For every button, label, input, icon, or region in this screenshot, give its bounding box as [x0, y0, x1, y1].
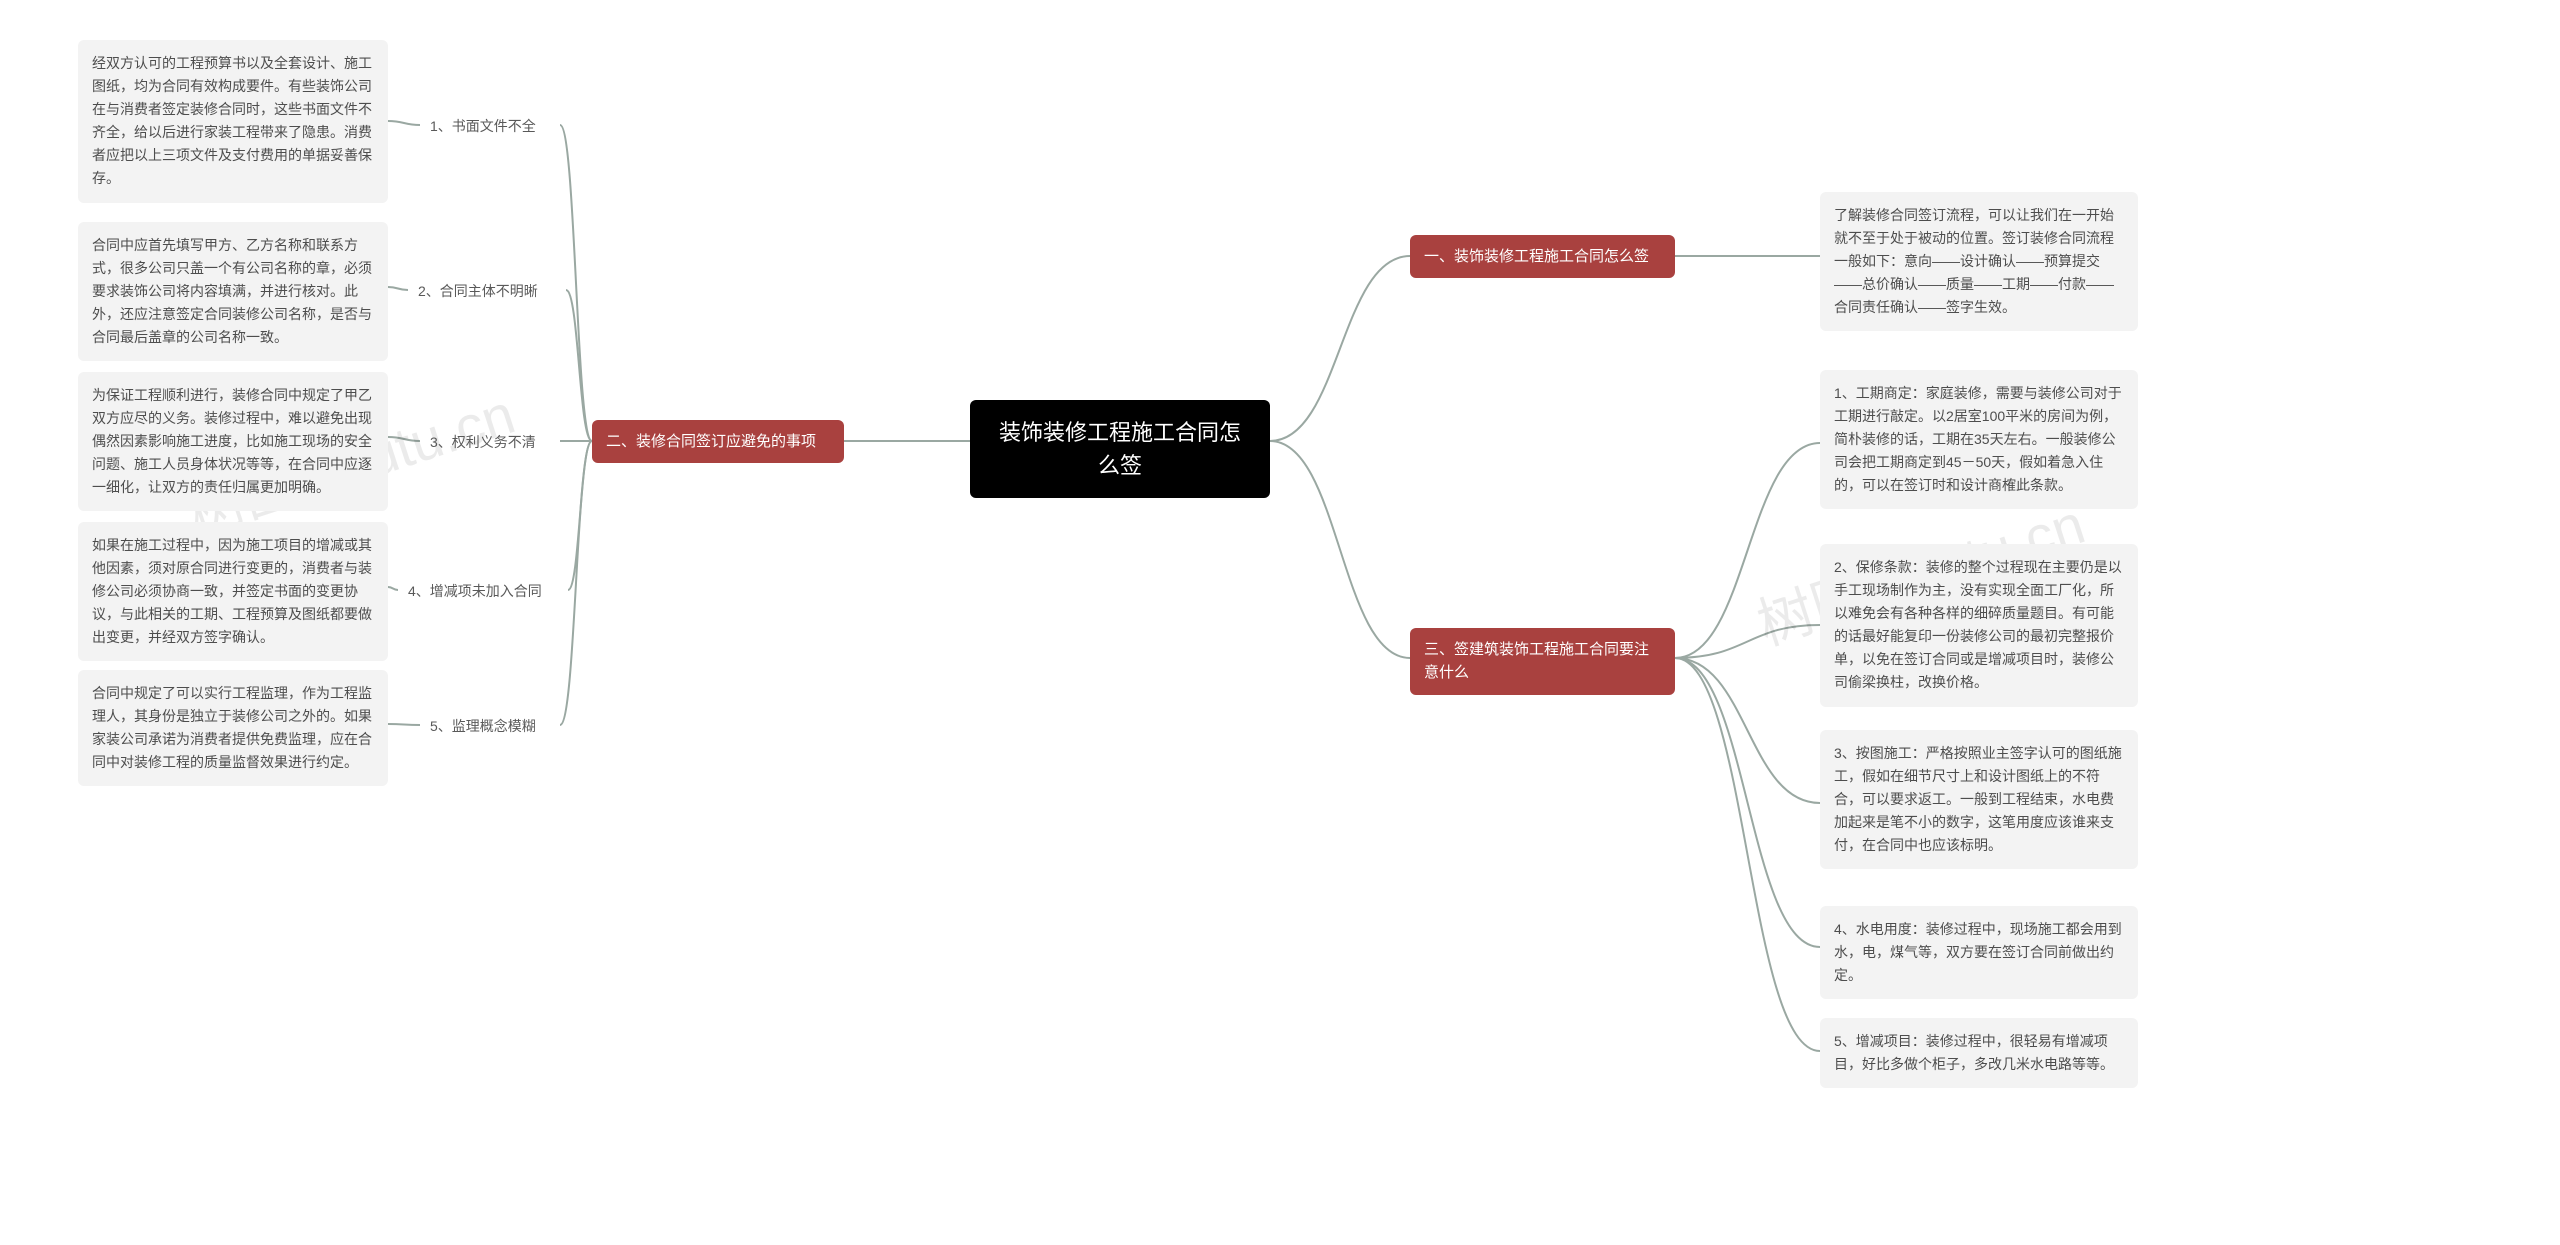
mid-left-0-4: 5、监理概念模糊: [420, 710, 560, 744]
leaf-left-0-1: 合同中应首先填写甲方、乙方名称和联系方式，很多公司只盖一个有公司名称的章，必须要…: [78, 222, 388, 361]
branch-left-0: 二、装修合同签订应避免的事项: [592, 420, 844, 463]
leaf-right-1-1: 2、保修条款：装修的整个过程现在主要仍是以手工现场制作为主，没有实现全面工厂化，…: [1820, 544, 2138, 707]
mid-left-0-0: 1、书面文件不全: [420, 110, 560, 144]
mindmap-canvas: 树图 shutu.cn树图 shutu.cn装饰装修工程施工合同怎么签一、装饰装…: [0, 0, 2560, 1245]
mid-left-0-1: 2、合同主体不明晰: [408, 275, 566, 309]
mid-left-0-2: 3、权利义务不清: [420, 426, 560, 460]
leaf-left-0-2: 为保证工程顺利进行，装修合同中规定了甲乙双方应尽的义务。装修过程中，难以避免出现…: [78, 372, 388, 511]
leaf-right-1-2: 3、按图施工：严格按照业主签字认可的图纸施工，假如在细节尺寸上和设计图纸上的不符…: [1820, 730, 2138, 869]
branch-right-1: 三、签建筑装饰工程施工合同要注意什么: [1410, 628, 1675, 695]
leaf-right-0-0: 了解装修合同签订流程，可以让我们在一开始就不至于处于被动的位置。签订装修合同流程…: [1820, 192, 2138, 331]
leaf-left-0-3: 如果在施工过程中，因为施工项目的增减或其他因素，须对原合同进行变更的，消费者与装…: [78, 522, 388, 661]
branch-right-0: 一、装饰装修工程施工合同怎么签: [1410, 235, 1675, 278]
leaf-right-1-3: 4、水电用度：装修过程中，现场施工都会用到水，电，煤气等，双方要在签订合同前做出…: [1820, 906, 2138, 999]
leaf-right-1-0: 1、工期商定：家庭装修，需要与装修公司对于工期进行敲定。以2居室100平米的房间…: [1820, 370, 2138, 509]
mid-left-0-3: 4、增减项未加入合同: [398, 575, 568, 609]
leaf-left-0-4: 合同中规定了可以实行工程监理，作为工程监理人，其身份是独立于装修公司之外的。如果…: [78, 670, 388, 786]
leaf-left-0-0: 经双方认可的工程预算书以及全套设计、施工图纸，均为合同有效构成要件。有些装饰公司…: [78, 40, 388, 203]
center-node: 装饰装修工程施工合同怎么签: [970, 400, 1270, 498]
leaf-right-1-4: 5、增减项目：装修过程中，很轻易有增减项目，好比多做个柜子，多改几米水电路等等。: [1820, 1018, 2138, 1088]
